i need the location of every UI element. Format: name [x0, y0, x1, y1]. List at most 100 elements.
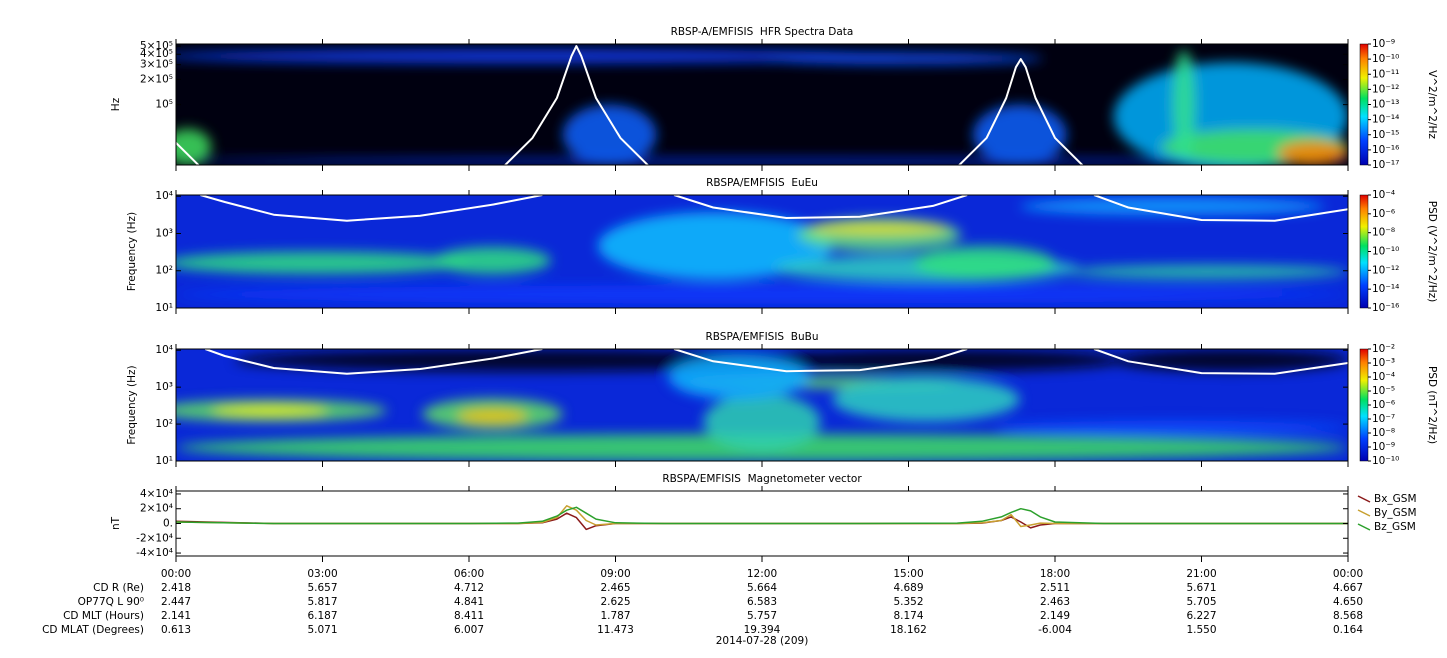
colorbar-tick-label: 10⁻¹⁴: [1372, 283, 1399, 295]
y-tick-label: 10⁴: [155, 190, 173, 202]
colorbar-tick-label: 10⁻¹⁶: [1372, 302, 1399, 314]
series-line: [176, 506, 1348, 525]
colorbar-tick-label: 10⁻¹²: [1372, 83, 1399, 95]
panel-title: RBSPA/EMFISIS BuBu: [705, 331, 818, 343]
panel-plot: [176, 505, 1348, 531]
ephemeris-value: 5.671: [1186, 582, 1216, 594]
ephemeris-value: 8.174: [893, 610, 923, 622]
panel-title: RBSPA/EMFISIS Magnetometer vector: [662, 473, 862, 485]
y-axis-label: Frequency (Hz): [126, 365, 138, 444]
y-tick-label: 10³: [155, 227, 173, 239]
ephemeris-value: 19.394: [744, 624, 781, 636]
colorbar-tick-label: 10⁻¹⁶: [1372, 144, 1399, 156]
ephemeris-value: 4.689: [893, 582, 923, 594]
colorbar-tick-label: 10⁻¹⁰: [1372, 455, 1399, 467]
ephemeris-value: 5.071: [307, 624, 337, 636]
model-line: [176, 45, 1084, 165]
colorbar-tick-label: 10⁻¹⁵: [1372, 129, 1399, 141]
spectrogram-patch: [1019, 197, 1325, 216]
y-tick-label: 4×10⁴: [140, 488, 173, 500]
ephemeris-value: 0.613: [161, 624, 191, 636]
spectrogram-patch: [176, 285, 1348, 304]
y-tick-label: 10²: [155, 265, 173, 277]
x-tick-label: 06:00: [454, 568, 484, 580]
ephemeris-label: OP77Q L 90⁰: [78, 596, 144, 608]
y-tick-label: -4×10⁴: [136, 547, 173, 559]
colorbar-tick-label: 10⁻⁵: [1372, 385, 1395, 397]
model-line: [200, 195, 1348, 222]
x-tick-label: 03:00: [307, 568, 337, 580]
colorbar-label: PSD (nT^2/Hz): [1426, 366, 1438, 444]
ephemeris-value: 2.149: [1040, 610, 1070, 622]
spectrogram-patch: [211, 405, 329, 417]
colorbar-tick-label: 10⁻⁹: [1372, 38, 1395, 50]
legend-label: By_GSM: [1374, 507, 1417, 519]
y-tick-label: 0.: [163, 518, 173, 530]
spectrogram-patch: [1172, 50, 1196, 159]
x-tick-label: 21:00: [1186, 568, 1216, 580]
y-axis-label: nT: [110, 516, 122, 530]
colorbar-tick-label: 10⁻⁴: [1372, 371, 1395, 383]
spectrogram-patch: [1113, 349, 1348, 372]
colorbar-tick-label: 10⁻¹¹: [1372, 68, 1399, 80]
y-tick-label: 10⁵: [155, 99, 173, 111]
y-tick-label: 10¹: [155, 302, 173, 314]
x-tick-label: 00:00: [1333, 568, 1363, 580]
spectrogram-texture: [176, 349, 1348, 461]
spectrogram-patch: [234, 349, 821, 372]
ephemeris-value: 6.007: [454, 624, 484, 636]
spectrogram-patch: [562, 104, 657, 165]
model-line: [204, 349, 1348, 375]
spectrogram-patch: [176, 157, 1348, 165]
colorbar: [1359, 194, 1369, 309]
legend-label: Bx_GSM: [1374, 493, 1417, 505]
colorbar-tick-label: 10⁻¹⁷: [1372, 159, 1399, 171]
y-tick-label: 4×10⁵: [140, 48, 173, 60]
ephemeris-value: 4.650: [1333, 596, 1363, 608]
y-tick-label: 2×10⁵: [140, 73, 173, 85]
x-tick-label: 12:00: [747, 568, 777, 580]
ephemeris-value: 5.757: [747, 610, 777, 622]
ephemeris-value: -6.004: [1038, 624, 1072, 636]
panel-plot: [176, 195, 1348, 308]
spectrogram-patch: [176, 251, 469, 275]
colorbar-tick-label: 10⁻³: [1372, 357, 1395, 369]
y-axis-label: Hz: [110, 97, 122, 111]
ephemeris-value: 1.550: [1186, 624, 1216, 636]
colorbar-label: V^2/m^2/Hz: [1426, 70, 1438, 139]
colorbar: [1359, 43, 1369, 166]
spectrogram-patch: [703, 393, 821, 450]
x-tick-label: 00:00: [161, 568, 191, 580]
ephemeris-value: 5.664: [747, 582, 777, 594]
spectrogram-patch: [1066, 265, 1348, 279]
spectrogram-patch: [1277, 140, 1348, 165]
ephemeris-label: CD R (Re): [93, 582, 144, 594]
legend-swatch: [1357, 523, 1371, 531]
spectrogram-patch: [597, 211, 833, 280]
spectrogram-patch: [176, 128, 212, 165]
x-tick-label: 09:00: [600, 568, 630, 580]
spectrogram-patch: [750, 349, 1126, 372]
colorbar-tick-label: 10⁻¹⁰: [1372, 246, 1399, 258]
ephemeris-value: 2.463: [1040, 596, 1070, 608]
colorbar: [1359, 348, 1369, 462]
colorbar-tick-label: 10⁻¹⁴: [1372, 114, 1399, 126]
spectrogram-patch: [433, 246, 552, 275]
ephemeris-value: 8.568: [1333, 610, 1363, 622]
panel-title: RBSP-A/EMFISIS HFR Spectra Data: [671, 26, 854, 38]
ephemeris-label: CD MLT (Hours): [63, 610, 144, 622]
x-axis-label: 2014-07-28 (209): [716, 635, 809, 647]
ephemeris-value: 4.667: [1333, 582, 1363, 594]
legend-swatch: [1357, 509, 1371, 517]
x-tick-label: 18:00: [1040, 568, 1070, 580]
panel-plot: [176, 44, 1348, 165]
spectrogram-patch: [457, 408, 528, 425]
colorbar-tick-label: 10⁻¹³: [1372, 99, 1399, 111]
y-tick-label: 10¹: [155, 455, 173, 467]
ephemeris-value: 2.511: [1040, 582, 1070, 594]
ephemeris-value: 2.418: [161, 582, 191, 594]
ephemeris-value: 5.817: [307, 596, 337, 608]
spectrogram-texture: [176, 197, 1348, 304]
ephemeris-value: 18.162: [890, 624, 927, 636]
